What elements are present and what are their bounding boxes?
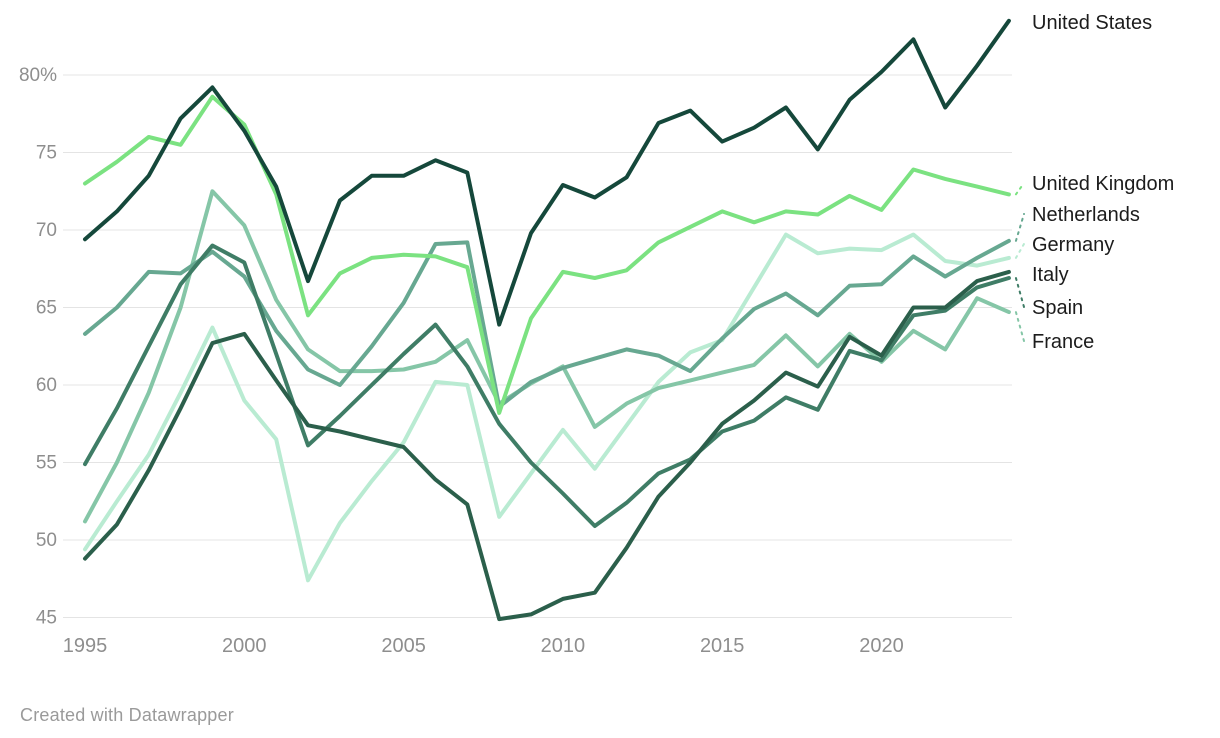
series-line-es [83, 243, 1011, 528]
x-tick-label: 1995 [63, 635, 108, 657]
series-label-es: Spain [1032, 297, 1083, 319]
series-label-uk: United Kingdom [1032, 173, 1174, 195]
y-tick-label: 50 [36, 530, 57, 551]
series-leader-es [1014, 277, 1025, 308]
series-label-fr: France [1032, 331, 1094, 353]
x-tick-label: 2000 [222, 635, 267, 657]
x-tick-label: 2005 [381, 635, 426, 657]
y-tick-label: 80% [19, 65, 57, 86]
series-line-it [83, 269, 1011, 622]
x-tick-label: 2020 [859, 635, 904, 657]
series-label-it: Italy [1032, 264, 1069, 286]
series-label-us: United States [1032, 12, 1152, 34]
y-tick-label: 55 [36, 453, 57, 474]
series-leader-uk [1014, 182, 1025, 196]
datawrapper-credit-link[interactable]: Created with Datawrapper [20, 705, 234, 725]
series-line-nl [83, 238, 1011, 409]
series-line-us [83, 18, 1011, 327]
y-tick-label: 65 [36, 298, 57, 319]
y-tick-label: 75 [36, 143, 57, 164]
series-label-de: Germany [1032, 234, 1114, 256]
x-tick-label: 2010 [541, 635, 586, 657]
y-tick-label: 60 [36, 375, 57, 396]
series-line-uk [83, 94, 1011, 415]
series-leader-de [1014, 243, 1025, 259]
series-label-nl: Netherlands [1032, 204, 1140, 226]
series-leader-nl [1014, 213, 1025, 242]
y-tick-label: 45 [36, 608, 57, 629]
y-tick-label: 70 [36, 220, 57, 241]
x-tick-label: 2015 [700, 635, 745, 657]
series-leader-fr [1014, 311, 1025, 342]
series-line-de [83, 232, 1011, 583]
